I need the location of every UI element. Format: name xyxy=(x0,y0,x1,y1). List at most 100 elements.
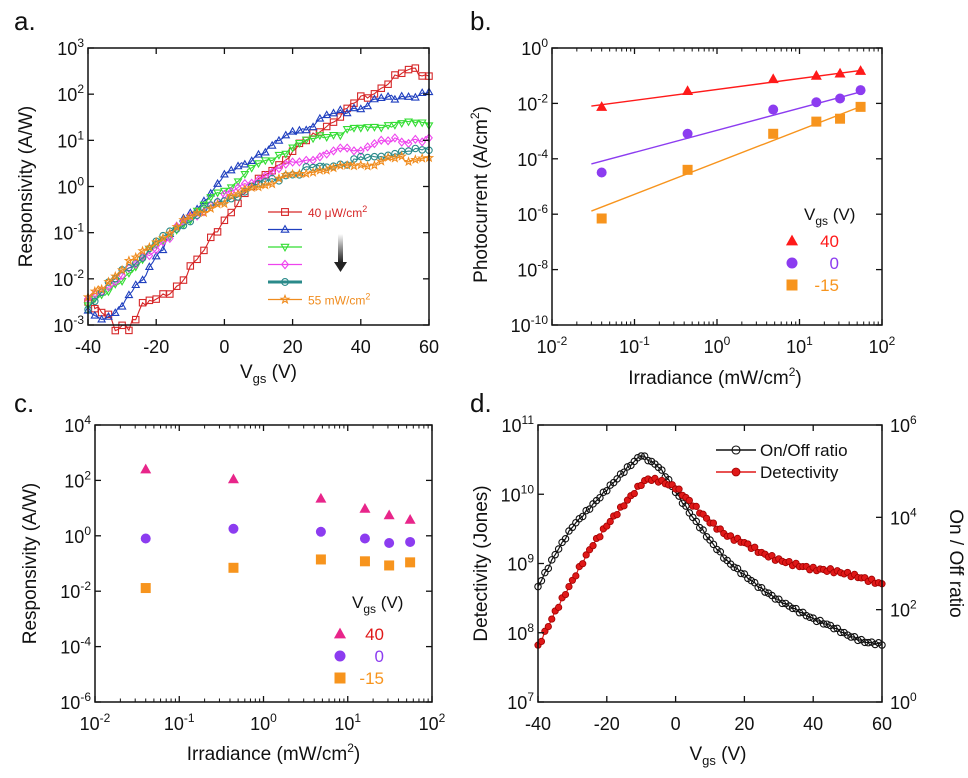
data-point xyxy=(268,167,277,177)
data-point xyxy=(281,159,290,169)
data-point xyxy=(761,588,769,596)
data-point xyxy=(709,540,718,549)
data-point xyxy=(579,560,587,568)
data-point xyxy=(359,502,371,513)
legend-marker xyxy=(785,234,799,246)
data-point xyxy=(110,308,120,317)
series-a-0 xyxy=(84,64,433,335)
x-tick-label: 60 xyxy=(872,714,892,734)
data-point xyxy=(274,135,284,144)
data-point xyxy=(362,160,373,171)
x-tick-label: -40 xyxy=(75,337,101,357)
data-point xyxy=(811,116,822,127)
data-point xyxy=(778,599,786,608)
data-point xyxy=(240,178,249,189)
x-tick-label: 101 xyxy=(334,711,361,734)
data-point xyxy=(810,69,822,80)
legend-first-label: 40 μW/cm2 xyxy=(308,204,367,220)
data-point xyxy=(716,548,725,556)
data-point xyxy=(254,149,263,158)
data-point xyxy=(144,241,155,252)
y-left-tick-label: 108 xyxy=(507,621,534,644)
data-point xyxy=(768,104,779,115)
data-point xyxy=(835,113,846,124)
data-point xyxy=(397,137,406,147)
x-tick-label: -40 xyxy=(525,714,551,734)
y-tick-label: 10-4 xyxy=(60,635,91,658)
data-point xyxy=(836,628,845,637)
data-point xyxy=(308,135,318,144)
data-point xyxy=(630,489,638,498)
data-point xyxy=(152,245,161,255)
data-point xyxy=(157,232,169,243)
y-left-tick-label: 107 xyxy=(507,690,534,713)
data-point xyxy=(389,152,401,163)
data-point xyxy=(247,156,257,165)
data-point xyxy=(240,170,250,179)
data-point xyxy=(246,182,257,193)
y-tick-label: 100 xyxy=(521,36,548,59)
data-point xyxy=(806,613,814,621)
series-c-0 xyxy=(140,523,416,548)
data-point xyxy=(200,204,208,213)
data-point xyxy=(322,134,332,142)
data-point xyxy=(335,132,345,141)
data-point xyxy=(376,93,386,102)
data-point xyxy=(111,326,120,335)
data-point xyxy=(582,506,590,515)
data-point xyxy=(116,264,128,275)
data-point xyxy=(138,275,148,284)
data-point xyxy=(260,157,270,166)
data-point xyxy=(855,65,867,75)
data-point xyxy=(548,615,556,623)
data-point xyxy=(131,280,141,289)
legend-label: 40 xyxy=(820,232,839,251)
data-point xyxy=(226,190,237,201)
data-point xyxy=(328,162,339,173)
x-tick-label: 100 xyxy=(704,334,731,357)
data-point xyxy=(623,463,632,471)
data-point xyxy=(213,228,222,236)
y-tick-label: 10-2 xyxy=(53,267,84,290)
x-tick-label: 0 xyxy=(219,337,229,357)
data-point xyxy=(110,270,121,281)
data-point xyxy=(370,90,379,98)
data-point xyxy=(207,233,215,242)
y-right-tick-label: 102 xyxy=(890,598,917,621)
data-point xyxy=(551,550,559,559)
data-point xyxy=(554,545,563,553)
y-tick-label: 102 xyxy=(64,468,91,491)
data-point xyxy=(315,554,326,565)
series-line xyxy=(87,147,430,310)
data-point xyxy=(123,255,135,266)
data-point xyxy=(383,91,393,100)
series-line xyxy=(87,120,430,307)
legend-marker xyxy=(280,224,290,233)
data-point xyxy=(565,583,573,591)
data-point xyxy=(140,533,151,544)
data-point xyxy=(260,179,271,190)
data-point xyxy=(247,164,257,173)
x-axis-label: Vgs (V) xyxy=(689,744,746,768)
data-point xyxy=(341,159,353,170)
y-tick-label: 10-8 xyxy=(517,258,548,281)
data-point xyxy=(382,152,394,162)
data-point xyxy=(274,151,284,160)
data-point xyxy=(281,130,291,139)
data-point xyxy=(322,110,332,119)
data-point xyxy=(301,125,311,134)
data-point xyxy=(219,169,229,178)
legend-marker xyxy=(280,259,290,270)
fit-line xyxy=(591,69,864,107)
data-point xyxy=(307,167,319,177)
series-b-0 xyxy=(591,85,866,178)
y-tick-label: 103 xyxy=(57,36,84,59)
y-tick-label: 104 xyxy=(64,413,91,436)
data-point xyxy=(198,207,210,218)
x-tick-label: 20 xyxy=(734,714,754,734)
data-point xyxy=(613,511,621,519)
data-point xyxy=(404,147,413,155)
data-point xyxy=(329,146,338,156)
legend-marker xyxy=(333,627,347,639)
x-tick-label: 10-1 xyxy=(619,334,650,357)
